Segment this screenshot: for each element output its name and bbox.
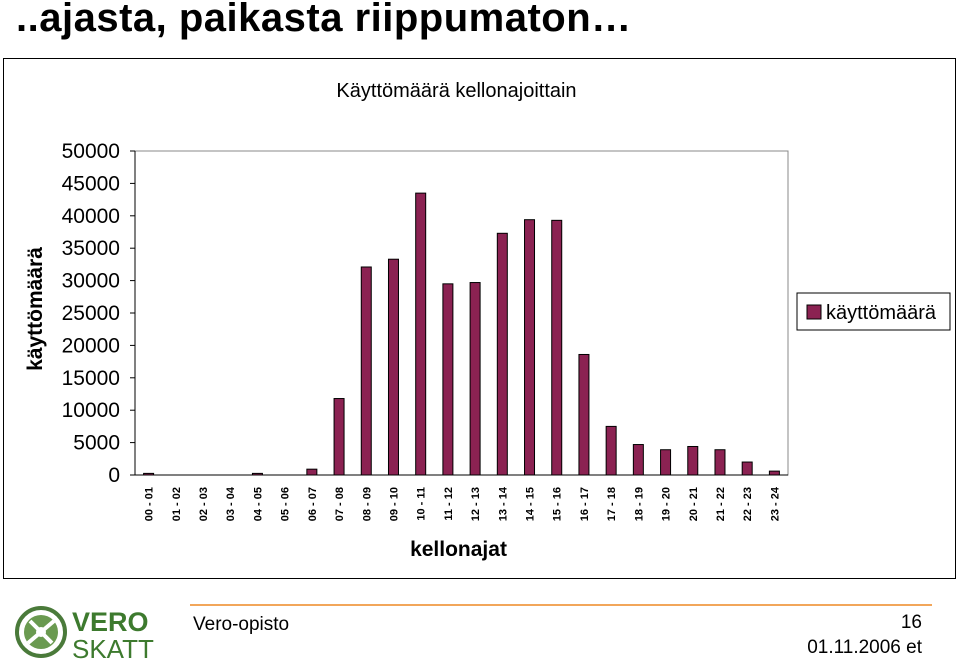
bar-06-07 — [306, 468, 318, 476]
x-tick-label: 10 - 11 — [416, 487, 428, 521]
y-tick-label: 20000 — [62, 334, 120, 357]
bar-17-18 — [605, 425, 617, 476]
x-tick-label: 01 - 02 — [171, 487, 183, 521]
x-tick-label: 13 - 14 — [497, 486, 509, 521]
x-tick-label: 18 - 19 — [633, 487, 645, 521]
vero-skatt-logo: VERO SKATT — [15, 606, 154, 661]
bar-08-09 — [360, 266, 372, 476]
x-tick-label: 19 - 20 — [661, 487, 673, 521]
bar-00-01 — [143, 472, 155, 476]
bar-chart: Käyttömäärä kellonajoittain5000045000400… — [24, 80, 951, 561]
x-tick-label: 15 - 16 — [552, 487, 564, 521]
footer-organization: Vero-opisto — [193, 614, 290, 635]
x-tick-label: 14 - 15 — [525, 487, 537, 521]
bar-19-20 — [660, 449, 672, 476]
x-tick-label: 12 - 13 — [470, 487, 482, 521]
x-tick-label: 07 - 08 — [334, 487, 346, 521]
x-tick-label: 02 - 03 — [198, 487, 210, 521]
x-tick-label: 03 - 04 — [225, 486, 237, 521]
y-tick-label: 35000 — [62, 237, 120, 260]
bar-12-13 — [469, 282, 481, 476]
bar-07-08 — [333, 398, 345, 476]
bar-18-19 — [632, 444, 644, 476]
bar-14-15 — [524, 219, 536, 476]
bar-09-10 — [387, 258, 399, 476]
y-tick-label: 10000 — [62, 399, 120, 422]
bar-11-12 — [442, 283, 454, 476]
footer-divider — [190, 604, 932, 606]
legend-label: käyttömäärä — [826, 302, 937, 324]
bar-22-23 — [741, 461, 753, 476]
logo-text-top: VERO — [72, 607, 149, 637]
y-tick-label: 25000 — [62, 302, 120, 325]
y-tick-label: 0 — [108, 464, 120, 487]
footer-date: 01.11.2006 et — [807, 637, 922, 658]
x-tick-label: 20 - 21 — [688, 487, 700, 521]
bar-10-11 — [415, 192, 427, 476]
slide-title: ..ajasta, paikasta riippumaton… — [16, 0, 632, 40]
legend-swatch — [806, 304, 822, 320]
y-tick-label: 45000 — [62, 172, 120, 195]
y-tick-label: 5000 — [73, 432, 120, 455]
bar-04-05 — [251, 472, 263, 476]
x-tick-label: 06 - 07 — [307, 487, 319, 521]
bar-20-21 — [687, 445, 699, 476]
x-tick-label: 22 - 23 — [742, 487, 754, 521]
y-axis-label: käyttömäärä — [24, 247, 47, 371]
bar-23-24 — [768, 470, 780, 476]
bar-13-14 — [496, 232, 508, 476]
plot-area — [134, 150, 789, 476]
legend-box — [796, 292, 951, 331]
bar-15-16 — [551, 219, 563, 476]
page-number: 16 — [900, 612, 922, 633]
x-tick-label: 05 - 06 — [280, 487, 292, 521]
x-tick-label: 17 - 18 — [606, 487, 618, 521]
logo-text-bottom: SKATT — [72, 634, 154, 661]
chart-frame: Käyttömäärä kellonajoittain 50000 45000 400… — [3, 58, 956, 579]
x-tick-label: 04 - 05 — [252, 487, 264, 521]
x-tick-label: 16 - 17 — [579, 487, 591, 521]
x-tick-label: 00 - 01 — [144, 487, 156, 521]
chart-title: Käyttömäärä kellonajoittain — [336, 80, 576, 102]
x-tick-label: 09 - 10 — [388, 487, 400, 521]
y-tick-label: 30000 — [62, 270, 120, 293]
x-tick-label: 08 - 09 — [361, 487, 373, 521]
bar-16-17 — [578, 353, 590, 476]
x-tick-label: 21 - 22 — [715, 487, 727, 521]
x-tick-label: 23 - 24 — [769, 486, 781, 521]
bar-21-22 — [714, 449, 726, 476]
y-tick-label: 40000 — [62, 205, 120, 228]
y-tick-label: 15000 — [62, 367, 120, 390]
y-tick-label: 50000 — [62, 140, 120, 163]
x-tick-label: 11 - 12 — [443, 487, 455, 521]
x-axis-label: kellonajat — [410, 538, 507, 561]
